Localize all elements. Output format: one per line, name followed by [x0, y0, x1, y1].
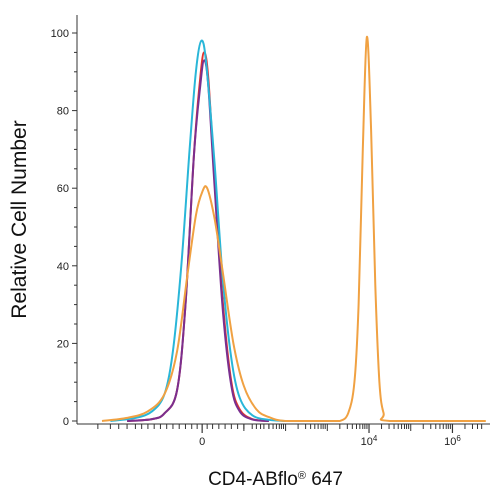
y-tick-label: 60: [57, 183, 69, 195]
x-axis-title-suffix: 647: [306, 469, 343, 490]
x-axis: 0 104 106: [77, 423, 490, 449]
y-tick-label: 80: [57, 106, 69, 118]
histogram-series-line: [101, 35, 486, 423]
histogram-series-line: [127, 59, 270, 422]
x-tick-label: 106: [444, 434, 461, 449]
y-axis: 0 20 40 60 80 100: [51, 15, 78, 428]
y-axis-title: Relative Cell Number: [8, 120, 31, 318]
y-tick-label: 100: [51, 28, 69, 40]
x-axis-title: CD4-ABflo® 647: [208, 469, 343, 490]
plot-area: [101, 35, 486, 423]
x-axis-title-superscript: ®: [298, 470, 306, 482]
x-axis-title-main: CD4-ABflo: [208, 469, 298, 490]
x-tick-label: 104: [361, 434, 378, 449]
y-tick-label: 0: [63, 416, 69, 428]
x-tick-label: 0: [199, 436, 205, 448]
y-tick-label: 40: [57, 261, 69, 273]
y-tick-label: 20: [57, 338, 69, 350]
